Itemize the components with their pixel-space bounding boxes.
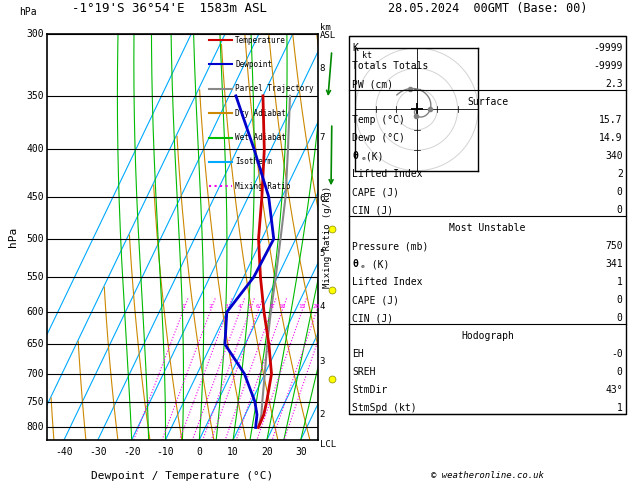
Text: Surface: Surface [467, 97, 508, 107]
Text: Lifted Index: Lifted Index [352, 169, 423, 179]
Text: Lifted Index: Lifted Index [352, 277, 423, 287]
Text: 750: 750 [26, 397, 44, 407]
Text: 3: 3 [225, 304, 229, 309]
Text: 5: 5 [320, 249, 325, 258]
Text: 7: 7 [320, 133, 325, 142]
Text: 15: 15 [298, 304, 305, 309]
Text: -40: -40 [55, 447, 73, 457]
Text: StmSpd (kt): StmSpd (kt) [352, 403, 417, 413]
Text: K: K [352, 43, 358, 53]
Text: -0: -0 [611, 349, 623, 359]
Text: kt: kt [362, 51, 372, 60]
Text: 1: 1 [617, 277, 623, 287]
Text: Isotherm: Isotherm [235, 157, 272, 166]
Text: 1: 1 [181, 304, 184, 309]
Text: 400: 400 [26, 144, 44, 155]
Text: θ: θ [352, 259, 358, 269]
Text: -1°19'S 36°54'E  1583m ASL: -1°19'S 36°54'E 1583m ASL [72, 1, 267, 15]
Text: Dewpoint / Temperature (°C): Dewpoint / Temperature (°C) [91, 471, 274, 482]
Text: 15.7: 15.7 [599, 115, 623, 125]
Text: © weatheronline.co.uk: © weatheronline.co.uk [431, 471, 544, 480]
Text: 8: 8 [320, 64, 325, 73]
Text: CIN (J): CIN (J) [352, 313, 393, 323]
Text: 341: 341 [605, 259, 623, 269]
Text: θ: θ [352, 151, 358, 161]
Text: 10: 10 [278, 304, 286, 309]
Text: 0: 0 [617, 205, 623, 215]
Text: 0: 0 [617, 313, 623, 323]
Text: 28.05.2024  00GMT (Base: 00): 28.05.2024 00GMT (Base: 00) [387, 1, 587, 15]
Text: 650: 650 [26, 339, 44, 349]
Text: CAPE (J): CAPE (J) [352, 187, 399, 197]
Text: 4: 4 [238, 304, 242, 309]
Text: 350: 350 [26, 91, 44, 101]
Text: -9999: -9999 [593, 43, 623, 53]
Text: EH: EH [352, 349, 364, 359]
Text: Mixing Ratio (g/kg): Mixing Ratio (g/kg) [323, 186, 331, 288]
Text: 2: 2 [617, 169, 623, 179]
Text: 600: 600 [26, 307, 44, 317]
Text: 500: 500 [26, 234, 44, 244]
Text: 700: 700 [26, 369, 44, 379]
Text: 8: 8 [269, 304, 273, 309]
Text: 1: 1 [617, 403, 623, 413]
Text: LCL: LCL [320, 440, 336, 449]
Text: 6: 6 [256, 304, 260, 309]
Text: CAPE (J): CAPE (J) [352, 295, 399, 305]
Text: 800: 800 [26, 422, 44, 433]
Text: 2: 2 [208, 304, 212, 309]
Text: Parcel Trajectory: Parcel Trajectory [235, 84, 314, 93]
Text: 5: 5 [247, 304, 251, 309]
Text: 20: 20 [261, 447, 273, 457]
Text: 6: 6 [320, 194, 325, 203]
Text: 30: 30 [295, 447, 306, 457]
Text: StmDir: StmDir [352, 385, 387, 395]
Text: 2: 2 [320, 410, 325, 419]
Text: 300: 300 [26, 29, 44, 39]
Text: 3: 3 [320, 357, 325, 365]
Text: 2.3: 2.3 [605, 79, 623, 89]
Text: 450: 450 [26, 191, 44, 202]
Text: 14.9: 14.9 [599, 133, 623, 143]
Text: -30: -30 [89, 447, 107, 457]
Text: 43°: 43° [605, 385, 623, 395]
Text: 10: 10 [227, 447, 239, 457]
Text: 340: 340 [605, 151, 623, 161]
Text: 4: 4 [320, 302, 325, 311]
Text: Dry Adiabat: Dry Adiabat [235, 109, 286, 118]
Text: 0: 0 [196, 447, 203, 457]
Text: 0: 0 [617, 367, 623, 377]
Text: Mixing Ratio: Mixing Ratio [235, 182, 291, 191]
Text: ₑ (K): ₑ (K) [360, 259, 390, 269]
Text: Totals Totals: Totals Totals [352, 61, 428, 71]
Text: -20: -20 [123, 447, 140, 457]
Text: CIN (J): CIN (J) [352, 205, 393, 215]
Text: 550: 550 [26, 272, 44, 282]
Text: Temp (°C): Temp (°C) [352, 115, 405, 125]
Text: -9999: -9999 [593, 61, 623, 71]
Text: -10: -10 [157, 447, 174, 457]
Text: SREH: SREH [352, 367, 376, 377]
Text: 0: 0 [617, 187, 623, 197]
Text: Dewp (°C): Dewp (°C) [352, 133, 405, 143]
Text: Wet Adiabat: Wet Adiabat [235, 133, 286, 142]
Text: ASL: ASL [320, 31, 336, 40]
Text: 0: 0 [617, 295, 623, 305]
Text: 20: 20 [313, 304, 320, 309]
Text: Dewpoint: Dewpoint [235, 60, 272, 69]
Text: hPa: hPa [19, 7, 36, 17]
Text: km: km [320, 22, 330, 32]
Text: hPa: hPa [8, 227, 18, 247]
Text: ₑ(K): ₑ(K) [360, 151, 384, 161]
Text: Most Unstable: Most Unstable [449, 223, 526, 233]
Text: 750: 750 [605, 241, 623, 251]
Text: Temperature: Temperature [235, 35, 286, 45]
Text: PW (cm): PW (cm) [352, 79, 393, 89]
Text: Pressure (mb): Pressure (mb) [352, 241, 428, 251]
Text: Hodograph: Hodograph [461, 331, 514, 341]
